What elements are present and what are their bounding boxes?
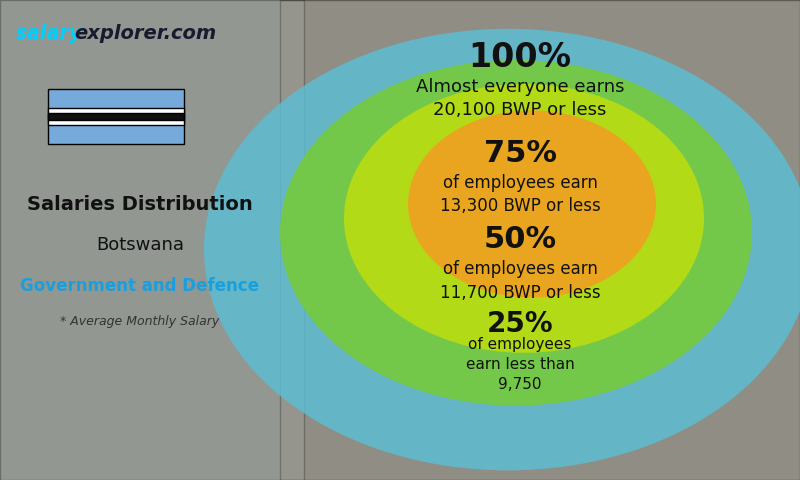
Text: 25%: 25% xyxy=(486,310,554,338)
Text: Botswana: Botswana xyxy=(96,236,184,254)
FancyBboxPatch shape xyxy=(48,89,184,144)
Text: Almost everyone earns
20,100 BWP or less: Almost everyone earns 20,100 BWP or less xyxy=(416,78,624,119)
Ellipse shape xyxy=(204,29,800,470)
Text: explorer.com: explorer.com xyxy=(74,24,217,43)
FancyBboxPatch shape xyxy=(48,113,184,120)
FancyBboxPatch shape xyxy=(48,108,184,125)
Ellipse shape xyxy=(280,60,752,406)
Text: 50%: 50% xyxy=(483,226,557,254)
Text: of employees earn
13,300 BWP or less: of employees earn 13,300 BWP or less xyxy=(440,174,600,215)
Text: salary: salary xyxy=(16,24,83,43)
Text: Salaries Distribution: Salaries Distribution xyxy=(27,194,253,214)
Text: Government and Defence: Government and Defence xyxy=(21,276,259,295)
Ellipse shape xyxy=(344,84,704,353)
FancyBboxPatch shape xyxy=(280,0,800,480)
Text: 100%: 100% xyxy=(469,41,571,74)
Text: of employees earn
11,700 BWP or less: of employees earn 11,700 BWP or less xyxy=(440,260,600,301)
Text: 75%: 75% xyxy=(483,139,557,168)
FancyBboxPatch shape xyxy=(0,0,304,480)
Ellipse shape xyxy=(408,110,656,298)
Text: of employees
earn less than
9,750: of employees earn less than 9,750 xyxy=(466,337,574,392)
Text: * Average Monthly Salary: * Average Monthly Salary xyxy=(60,315,220,328)
